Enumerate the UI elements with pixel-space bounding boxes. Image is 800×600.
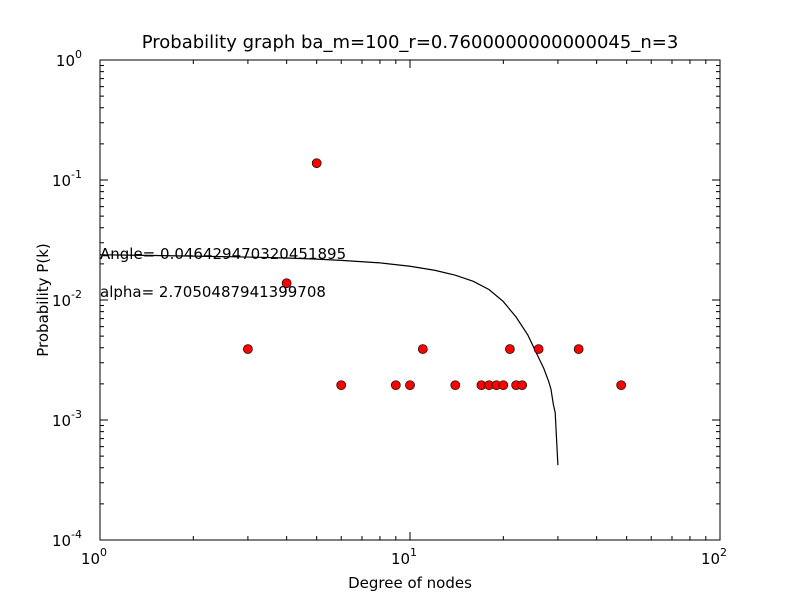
- x-ticks: 100 101 102: [81, 60, 727, 568]
- data-point: [281, 278, 292, 289]
- chart-title: Probability graph ba_m=100_r=0.760000000…: [142, 32, 679, 53]
- x-tick-label: 102: [701, 546, 727, 568]
- x-tick-label: 100: [81, 546, 107, 568]
- y-tick-label: 10-1: [52, 168, 82, 190]
- annotation-text: Angle= 0.046429470320451895: [100, 245, 346, 263]
- data-point: [405, 380, 415, 391]
- data-point: [336, 380, 347, 391]
- y-ticks: 100 10-1 10-2 10-3 10-4: [52, 48, 720, 550]
- data-point: [505, 344, 515, 354]
- annotation-text: alpha= 2.7050487941399708: [100, 283, 326, 301]
- y-axis-label: Probability P(k): [34, 243, 52, 357]
- y-tick-label: 10-3: [52, 408, 82, 430]
- data-point: [450, 380, 461, 391]
- data-point: [616, 380, 627, 391]
- y-tick-label: 100: [56, 48, 82, 70]
- x-tick-label: 101: [391, 546, 417, 568]
- data-point: [417, 344, 428, 354]
- y-tick-label: 10-4: [52, 528, 82, 550]
- annotations-layer: Angle= 0.046429470320451895 alpha= 2.7050…: [100, 245, 346, 301]
- data-point: [498, 380, 509, 391]
- data-point: [573, 344, 584, 354]
- fit-line-layer: [99, 254, 559, 466]
- data-point: [533, 344, 544, 354]
- data-point: [243, 344, 253, 354]
- fit-line: [99, 254, 559, 466]
- points-layer: [243, 158, 627, 391]
- x-axis-label: Degree of nodes: [348, 574, 472, 592]
- data-point: [311, 158, 322, 169]
- data-point: [517, 380, 527, 391]
- y-tick-label: 10-2: [52, 288, 82, 310]
- data-point: [390, 380, 401, 391]
